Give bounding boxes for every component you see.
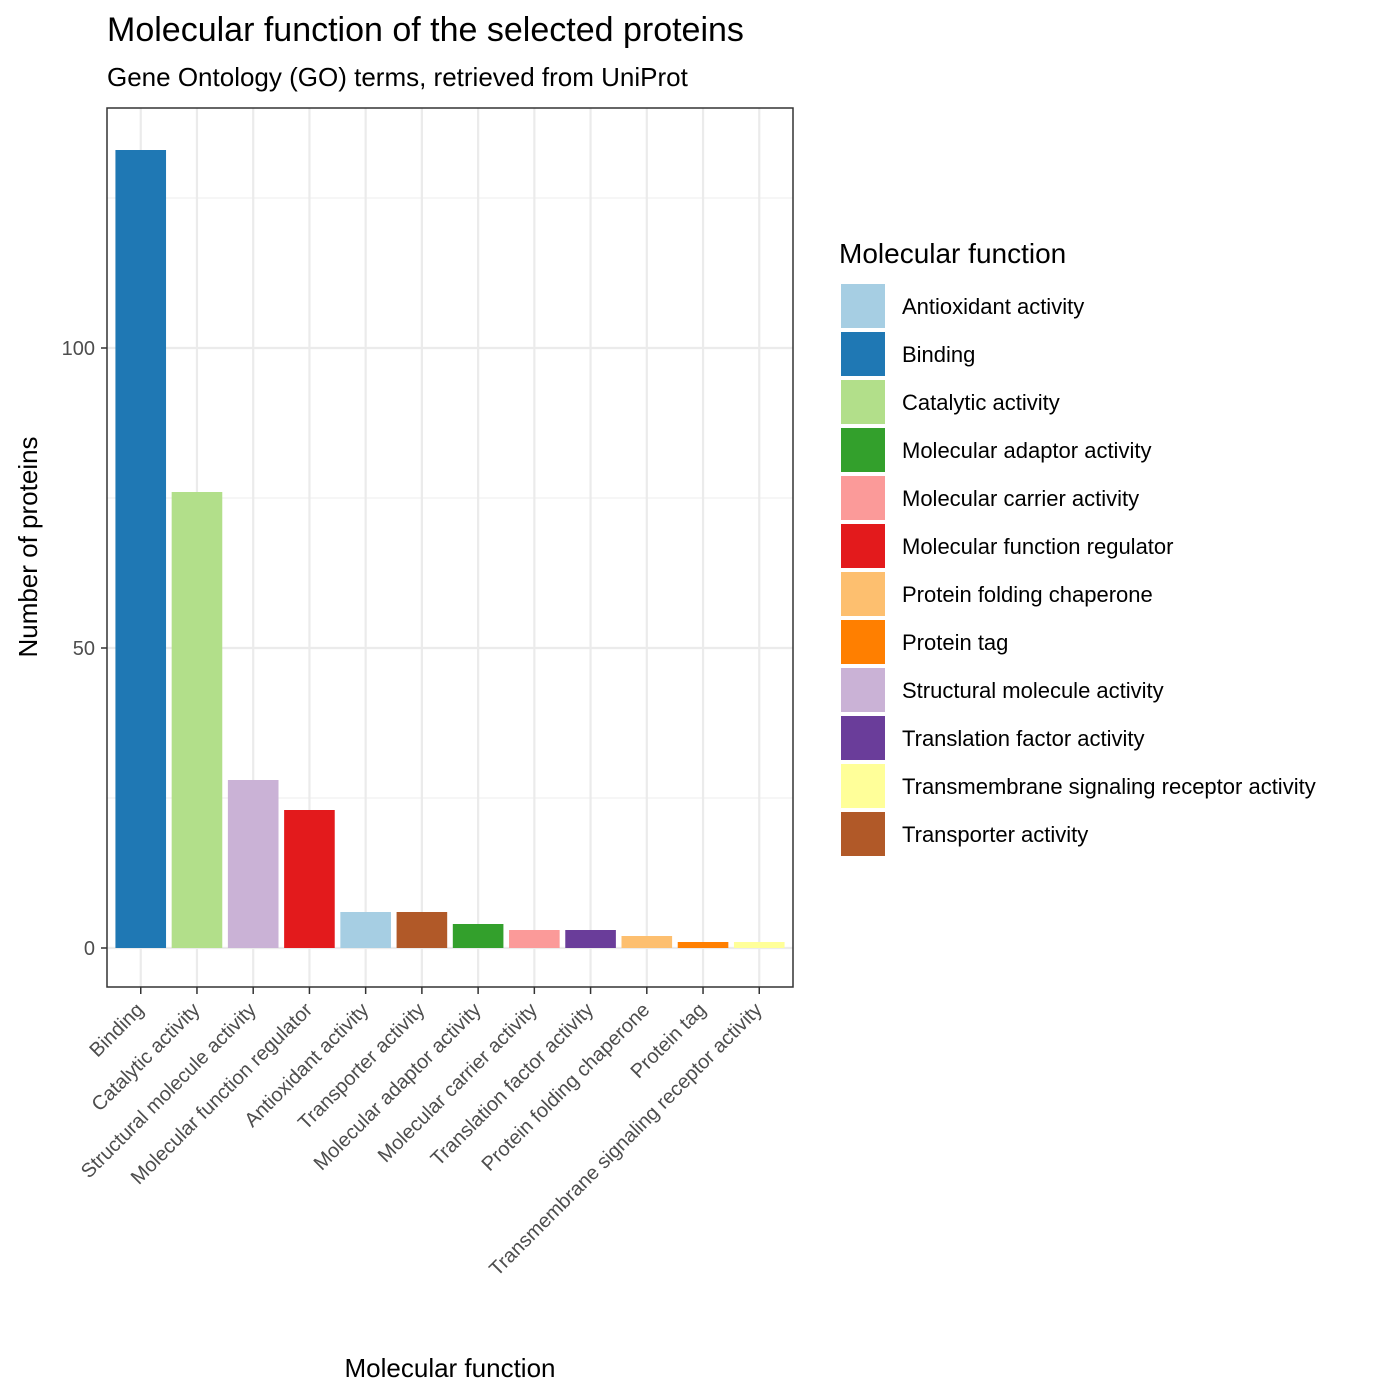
legend-label: Molecular function regulator <box>902 534 1173 559</box>
legend-swatch <box>841 668 885 712</box>
bars <box>115 150 785 948</box>
bar <box>396 912 448 948</box>
legend-label: Catalytic activity <box>902 390 1060 415</box>
legend-swatch <box>841 380 885 424</box>
legend-swatch <box>841 620 885 664</box>
y-tick-label: 50 <box>73 638 95 660</box>
legend-swatch <box>841 428 885 472</box>
bar <box>284 810 335 948</box>
bar <box>227 780 279 948</box>
legend-label: Binding <box>902 342 975 367</box>
legend-label: Molecular carrier activity <box>902 486 1139 511</box>
bar <box>340 912 391 948</box>
legend-swatch <box>841 572 885 616</box>
legend-swatch <box>841 812 885 856</box>
y-axis-title: Number of proteins <box>13 436 43 657</box>
legend: Molecular function Antioxidant activity B… <box>839 238 1316 856</box>
legend-swatch <box>841 524 885 568</box>
y-tick-label: 100 <box>62 338 95 360</box>
legend-swatch <box>841 284 885 328</box>
legend-label: Antioxidant activity <box>902 294 1084 319</box>
bar <box>733 942 785 948</box>
legend-swatch <box>841 476 885 520</box>
bar <box>621 936 673 948</box>
bar <box>509 930 560 948</box>
major-gridlines <box>107 108 793 987</box>
bar <box>452 924 504 948</box>
bar <box>115 150 167 948</box>
legend-label: Structural molecule activity <box>902 678 1164 703</box>
bar <box>677 942 729 948</box>
legend-label: Transmembrane signaling receptor activit… <box>902 774 1316 799</box>
legend-label: Translation factor activity <box>902 726 1145 751</box>
legend-title: Molecular function <box>839 238 1066 269</box>
y-axis: 0 50 100 <box>62 338 107 960</box>
legend-swatch <box>841 716 885 760</box>
chart-title: Molecular function of the selected prote… <box>107 11 744 49</box>
legend-label: Molecular adaptor activity <box>902 438 1151 463</box>
legend-label: Transporter activity <box>902 822 1088 847</box>
x-axis-title: Molecular function <box>345 1353 556 1383</box>
legend-swatch <box>841 764 885 808</box>
plot-panel-border <box>106 107 794 988</box>
y-tick-label: 0 <box>84 938 95 960</box>
legend-label: Protein folding chaperone <box>902 582 1153 607</box>
legend-swatch <box>841 332 885 376</box>
chart-subtitle: Gene Ontology (GO) terms, retrieved from… <box>107 62 689 92</box>
legend-label: Protein tag <box>902 630 1008 655</box>
bar <box>565 930 616 948</box>
bar <box>171 492 223 948</box>
